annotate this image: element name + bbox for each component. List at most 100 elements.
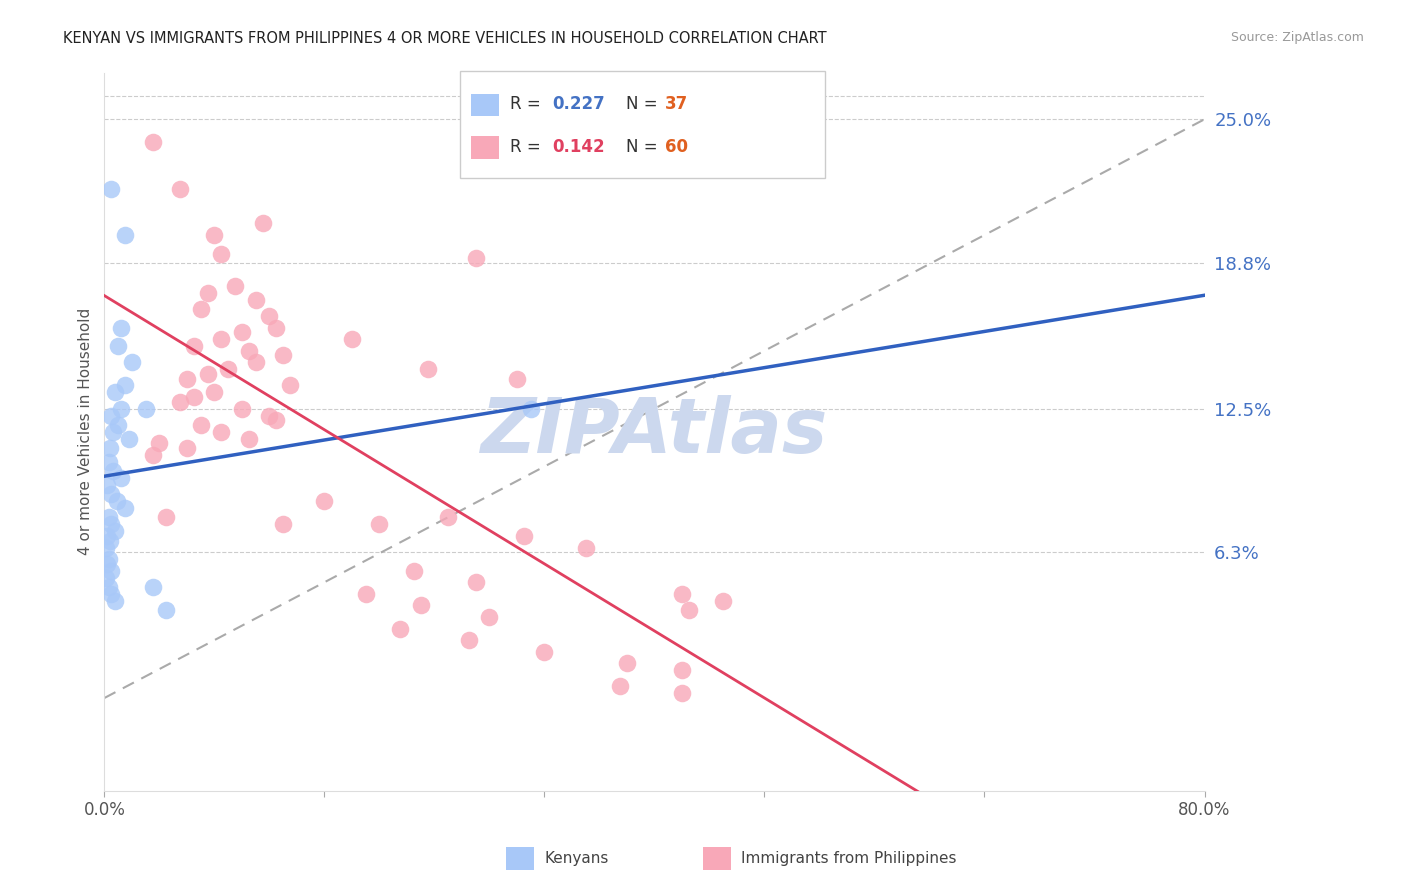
Point (100, 182, 122, 196)
Point (155, 510, 177, 524)
Point (190, 302, 212, 317)
Point (259, 309, 281, 323)
Point (98, 441, 121, 455)
Point (533, 645, 555, 659)
Point (169, 182, 191, 196)
Point (217, 362, 239, 376)
Point (100, 587, 122, 601)
Point (209, 332, 232, 346)
Point (114, 501, 136, 516)
Point (264, 320, 287, 334)
Point (416, 362, 439, 376)
Point (389, 622, 412, 636)
Point (94, 571, 117, 585)
Text: ZIPAtlas: ZIPAtlas (481, 395, 828, 469)
Point (609, 680, 631, 694)
Point (121, 355, 143, 369)
Point (464, 575, 486, 590)
Text: KENYAN VS IMMIGRANTS FROM PHILIPPINES 4 OR MORE VEHICLES IN HOUSEHOLD CORRELATIO: KENYAN VS IMMIGRANTS FROM PHILIPPINES 4 … (63, 31, 827, 46)
Point (110, 320, 132, 334)
Point (105, 494, 128, 508)
Point (245, 293, 267, 307)
Point (252, 217, 274, 231)
Point (96, 529, 118, 543)
Point (202, 385, 225, 400)
Point (183, 390, 205, 404)
Point (519, 401, 541, 416)
Point (100, 564, 122, 578)
Point (340, 332, 363, 346)
Point (259, 409, 281, 423)
Text: R =: R = (510, 138, 547, 156)
Text: Source: ZipAtlas.com: Source: ZipAtlas.com (1230, 31, 1364, 45)
Text: N =: N = (626, 138, 662, 156)
Point (169, 394, 191, 409)
Point (671, 686, 693, 700)
Point (264, 413, 287, 427)
Point (100, 517, 122, 532)
Point (141, 448, 163, 462)
Text: 60: 60 (665, 138, 688, 156)
Point (238, 432, 260, 446)
Point (104, 385, 127, 400)
Point (314, 494, 336, 508)
Point (231, 401, 253, 416)
Point (96, 557, 118, 571)
Text: 37: 37 (665, 95, 689, 113)
Point (209, 246, 232, 260)
Point (464, 251, 486, 265)
Point (94, 541, 117, 555)
Point (197, 367, 219, 381)
Point (114, 227, 136, 242)
Point (107, 417, 129, 432)
Point (148, 436, 170, 450)
Point (513, 529, 536, 543)
Point (155, 603, 177, 617)
Point (176, 371, 198, 385)
Point (437, 510, 460, 524)
Text: R =: R = (510, 95, 547, 113)
Point (368, 517, 391, 532)
Point (104, 594, 127, 608)
Point (96, 478, 118, 492)
Point (114, 378, 136, 392)
Text: Kenyans: Kenyans (544, 851, 609, 865)
Point (101, 464, 124, 478)
Point (271, 348, 294, 362)
Point (110, 401, 132, 416)
Point (141, 580, 163, 594)
Point (135, 401, 157, 416)
Text: 0.142: 0.142 (553, 138, 605, 156)
Point (711, 594, 734, 608)
Point (97, 580, 120, 594)
Point (97, 510, 120, 524)
Point (616, 657, 638, 671)
Point (107, 339, 129, 353)
Point (100, 487, 122, 501)
Point (197, 285, 219, 300)
Point (190, 417, 212, 432)
Text: 0.227: 0.227 (553, 95, 606, 113)
Point (402, 564, 425, 578)
Y-axis label: 4 or more Vehicles in Household: 4 or more Vehicles in Household (79, 308, 93, 556)
Point (457, 633, 479, 648)
Point (238, 343, 260, 358)
Point (110, 471, 132, 485)
Point (97, 552, 120, 566)
Point (671, 587, 693, 601)
Point (409, 599, 432, 613)
Point (101, 425, 124, 439)
Point (98, 533, 121, 548)
Point (224, 279, 246, 293)
Point (478, 610, 501, 624)
Point (97, 455, 120, 469)
Text: N =: N = (626, 95, 662, 113)
Point (506, 371, 529, 385)
Point (245, 355, 267, 369)
Text: Immigrants from Philippines: Immigrants from Philippines (741, 851, 956, 865)
Point (202, 227, 225, 242)
Point (209, 425, 232, 439)
Point (354, 587, 377, 601)
Point (678, 603, 700, 617)
Point (671, 663, 693, 677)
